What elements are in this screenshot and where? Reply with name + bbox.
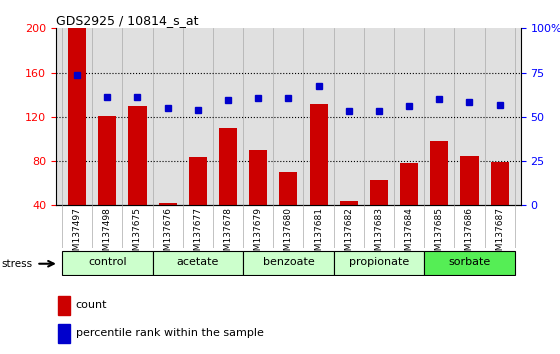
Bar <box>491 162 508 205</box>
Text: GSM137684: GSM137684 <box>405 207 414 262</box>
Bar <box>98 116 116 205</box>
Text: GDS2925 / 10814_s_at: GDS2925 / 10814_s_at <box>56 14 198 27</box>
Bar <box>219 128 237 205</box>
Bar <box>58 296 70 315</box>
Text: percentile rank within the sample: percentile rank within the sample <box>76 329 263 338</box>
Text: GSM137679: GSM137679 <box>254 207 263 262</box>
Bar <box>370 180 388 205</box>
Text: GSM137677: GSM137677 <box>193 207 202 262</box>
Text: GSM137687: GSM137687 <box>495 207 504 262</box>
Text: GSM137680: GSM137680 <box>284 207 293 262</box>
Bar <box>400 163 418 205</box>
FancyBboxPatch shape <box>243 251 334 275</box>
FancyBboxPatch shape <box>62 251 152 275</box>
Text: sorbate: sorbate <box>449 257 491 267</box>
Text: GSM137497: GSM137497 <box>73 207 82 262</box>
FancyBboxPatch shape <box>334 251 424 275</box>
Text: GSM137685: GSM137685 <box>435 207 444 262</box>
Text: GSM137682: GSM137682 <box>344 207 353 262</box>
Text: acetate: acetate <box>176 257 219 267</box>
Bar <box>158 203 177 205</box>
Bar <box>58 324 70 343</box>
Bar <box>430 141 449 205</box>
Bar <box>128 106 147 205</box>
Bar <box>249 150 267 205</box>
Bar <box>340 201 358 205</box>
Bar <box>310 104 328 205</box>
Text: GSM137681: GSM137681 <box>314 207 323 262</box>
Text: GSM137683: GSM137683 <box>375 207 384 262</box>
Text: count: count <box>76 300 107 310</box>
Text: GSM137686: GSM137686 <box>465 207 474 262</box>
FancyBboxPatch shape <box>424 251 515 275</box>
Text: GSM137675: GSM137675 <box>133 207 142 262</box>
Bar <box>460 155 479 205</box>
Bar <box>279 172 297 205</box>
Text: GSM137676: GSM137676 <box>163 207 172 262</box>
Text: GSM137498: GSM137498 <box>103 207 112 262</box>
Bar <box>68 28 86 205</box>
Text: control: control <box>88 257 127 267</box>
Text: propionate: propionate <box>349 257 409 267</box>
FancyBboxPatch shape <box>152 251 243 275</box>
Bar <box>189 156 207 205</box>
Text: GSM137678: GSM137678 <box>223 207 232 262</box>
Text: benzoate: benzoate <box>263 257 314 267</box>
Text: stress: stress <box>1 259 32 269</box>
